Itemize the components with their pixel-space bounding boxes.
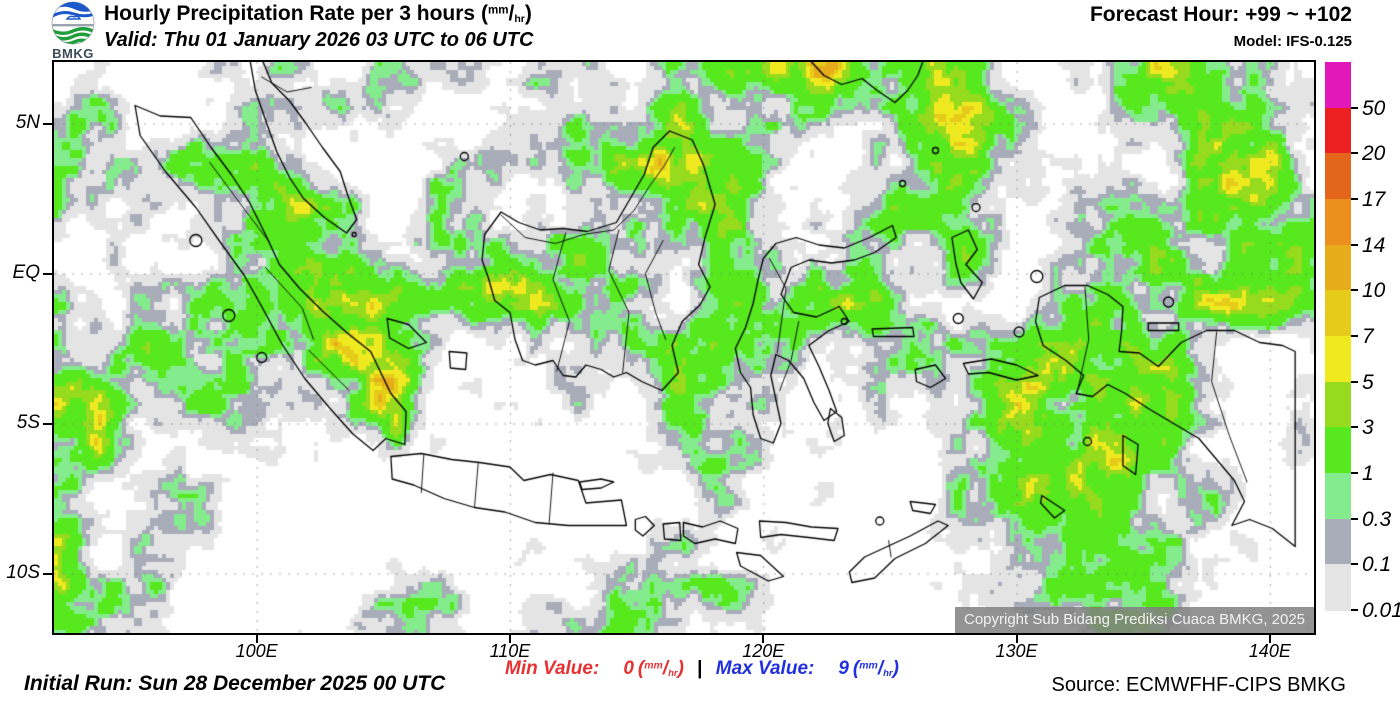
legend-label: 14: [1362, 233, 1386, 257]
minmax-separator: |: [697, 658, 703, 679]
legend-label: 20: [1362, 142, 1386, 166]
legend-tick: [1351, 609, 1358, 612]
latitude-label: 5N: [15, 111, 40, 133]
precipitation-map-canvas: [54, 62, 1314, 633]
legend-color-block: [1325, 518, 1351, 565]
latitude-label: 5S: [16, 411, 40, 433]
max-value: Max Value: 9 (mm/hr): [716, 658, 899, 679]
longitude-label: 110E: [489, 641, 531, 661]
min-value-unit: (mm/hr): [637, 658, 684, 679]
legend-tick: [1351, 243, 1358, 246]
min-value-number: 0: [623, 658, 634, 679]
legend-label: 3: [1362, 416, 1374, 440]
longitude-tick: [255, 635, 258, 643]
legend-label: 5: [1362, 370, 1374, 394]
legend-label: 17: [1362, 188, 1386, 211]
forecast-hour: Forecast Hour: +99 ~ +102: [1089, 3, 1352, 26]
legend-tick: [1351, 426, 1358, 429]
page-title: Hourly Precipitation Rate per 3 hours (m…: [104, 2, 532, 26]
longitude-label: 100E: [235, 641, 278, 661]
legend-color-block: [1325, 107, 1351, 154]
legend-color-block: [1325, 62, 1351, 109]
page-title-unit: (mm/hr): [480, 2, 532, 26]
max-value-unit: (mm/hr): [852, 658, 899, 679]
legend-tick: [1351, 472, 1358, 475]
legend-color-block: [1325, 199, 1351, 246]
minmax-values: Min Value: 0 (mm/hr) | Max Value: 9 (mm/hr): [505, 658, 899, 680]
color-legend: 50 20 17 14 10 7 5 3 1 0.3 0.1 0.01: [1325, 62, 1400, 662]
latitude-label: EQ: [12, 261, 40, 283]
longitude-tick: [762, 635, 765, 643]
longitude-label: 120E: [742, 641, 785, 661]
legend-tick: [1351, 106, 1358, 109]
min-value: Min Value: 0 (mm/hr): [505, 658, 684, 679]
legend-color-block: [1325, 381, 1351, 428]
legend-color-block: [1325, 153, 1351, 200]
bmkg-logo: BMKG: [44, 1, 102, 61]
longitude-tick: [1268, 635, 1271, 643]
latitude-tick: [43, 122, 52, 125]
legend-label: 1: [1362, 462, 1374, 486]
legend-color-block: [1325, 244, 1351, 291]
legend-color-block: [1325, 427, 1351, 474]
initial-run: Initial Run: Sun 28 December 2025 00 UTC: [24, 672, 446, 695]
legend-label: 0.01: [1362, 599, 1400, 623]
legend-label: 10: [1362, 279, 1386, 303]
legend-tick: [1351, 563, 1358, 566]
max-value-label: Max Value:: [715, 658, 815, 679]
legend-tick: [1351, 289, 1358, 292]
legend-tick: [1351, 152, 1358, 155]
latitude-tick: [43, 572, 52, 575]
legend-tick: [1351, 380, 1358, 383]
longitude-tick: [1015, 635, 1018, 643]
map-frame: Copyright Sub Bidang Prediksi Cuaca BMKG…: [52, 60, 1316, 635]
max-value-number: 9: [838, 658, 849, 679]
bmkg-logo-text: BMKG: [52, 46, 94, 61]
bmkg-logo-icon: [51, 1, 95, 45]
valid-time: Valid: Thu 01 January 2026 03 UTC to 06 …: [104, 29, 534, 51]
map-copyright: Copyright Sub Bidang Prediksi Cuaca BMKG…: [954, 607, 1314, 633]
longitude-tick: [508, 635, 511, 643]
longitude-label: 130E: [995, 641, 1038, 661]
legend-label: 0.3: [1362, 507, 1392, 531]
latitude-tick: [43, 422, 52, 425]
page-title-text: Hourly Precipitation Rate per 3 hours: [104, 2, 476, 25]
legend-label: 0.1: [1362, 553, 1392, 577]
legend-tick: [1351, 198, 1358, 200]
latitude-tick: [43, 272, 52, 275]
legend-color-block: [1325, 473, 1351, 520]
source-credit: Source: ECMWFHF-CIPS BMKG: [1051, 674, 1346, 696]
latitude-label: 10S: [6, 561, 40, 583]
longitude-label: 140E: [1248, 641, 1291, 661]
model-name: Model: IFS-0.125: [1233, 33, 1352, 50]
legend-color-block: [1325, 290, 1351, 337]
legend-label: 7: [1362, 325, 1374, 349]
min-value-label: Min Value:: [505, 658, 600, 679]
legend-label: 50: [1362, 96, 1386, 120]
legend-tick: [1351, 335, 1358, 338]
legend-tick: [1351, 517, 1358, 520]
legend-color-block: [1325, 564, 1351, 611]
legend-color-block: [1325, 336, 1351, 383]
